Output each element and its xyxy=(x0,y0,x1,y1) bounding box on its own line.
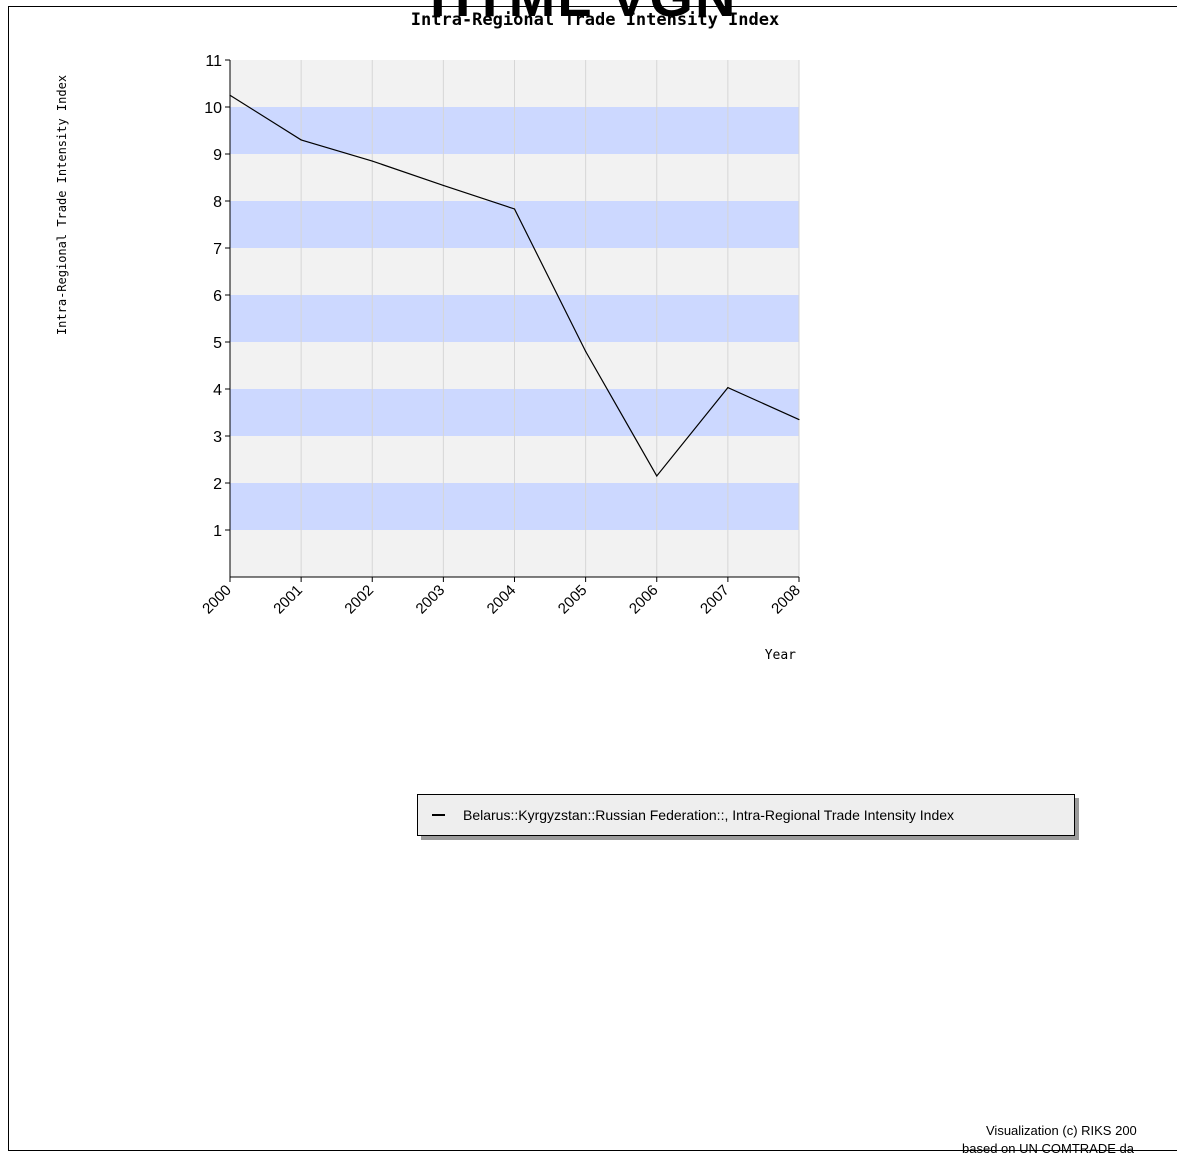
data-point-2005 xyxy=(585,350,587,352)
y-tick-label-3: 3 xyxy=(213,429,222,446)
data-point-2002 xyxy=(371,160,373,162)
legend-label: Belarus::Kyrgyzstan::Russian Federation:… xyxy=(463,807,955,823)
data-point-2004 xyxy=(513,208,516,210)
x-tick-label-2002: 2002 xyxy=(341,582,377,618)
x-tick-label-2008: 2008 xyxy=(768,582,804,618)
x-axis-label: Year xyxy=(765,648,796,663)
x-tick-label-2003: 2003 xyxy=(413,582,449,618)
legend-line-swatch xyxy=(432,814,445,816)
x-tick-label-2000: 2000 xyxy=(199,582,235,618)
y-tick-label-6: 6 xyxy=(213,288,222,305)
x-tick-label-2006: 2006 xyxy=(626,582,662,618)
y-tick-label-2: 2 xyxy=(213,476,222,493)
series-layer xyxy=(229,94,800,478)
x-tick-label-2007: 2007 xyxy=(697,582,733,618)
credit-line-1: Visualization (c) RIKS 200 xyxy=(986,1123,1137,1138)
y-axis-label: Intra-Regional Trade Intensity Index xyxy=(55,75,69,335)
y-tick-label-1: 1 xyxy=(213,523,222,540)
y-tick-label-7: 7 xyxy=(213,241,222,258)
data-point-2008 xyxy=(798,418,800,421)
y-tick-label-8: 8 xyxy=(213,194,222,211)
data-point-2007 xyxy=(727,386,729,389)
credit-text: Visualization (c) RIKS 200 based on UN C… xyxy=(880,1119,1177,1159)
legend: Belarus::Kyrgyzstan::Russian Federation:… xyxy=(417,794,1075,836)
y-tick-label-9: 9 xyxy=(213,147,222,164)
data-point-2003 xyxy=(442,184,444,187)
x-axis-ticks: 2000 2001 2002 2003 2004 2005 2006 2007 2008 xyxy=(199,577,804,617)
x-tick-label-2001: 2001 xyxy=(270,582,306,618)
y-tick-label-10: 10 xyxy=(204,100,222,117)
x-tick-label-2005: 2005 xyxy=(555,582,591,618)
data-point-2001 xyxy=(300,139,302,141)
y-tick-label-4: 4 xyxy=(213,382,222,399)
data-point-2000 xyxy=(229,94,231,96)
x-tick-label-2004: 2004 xyxy=(484,582,520,618)
y-tick-label-11: 11 xyxy=(205,53,222,70)
chart-title: Intra-Regional Trade Intensity Index xyxy=(410,10,780,30)
y-tick-label-5: 5 xyxy=(213,335,222,352)
vertical-gridlines xyxy=(300,60,800,577)
y-axis-ticks: 1 2 3 4 5 6 7 8 9 10 11 xyxy=(204,53,230,540)
credit-line-2: based on UN COMTRADE da xyxy=(962,1141,1134,1156)
data-point-2006 xyxy=(656,475,658,477)
